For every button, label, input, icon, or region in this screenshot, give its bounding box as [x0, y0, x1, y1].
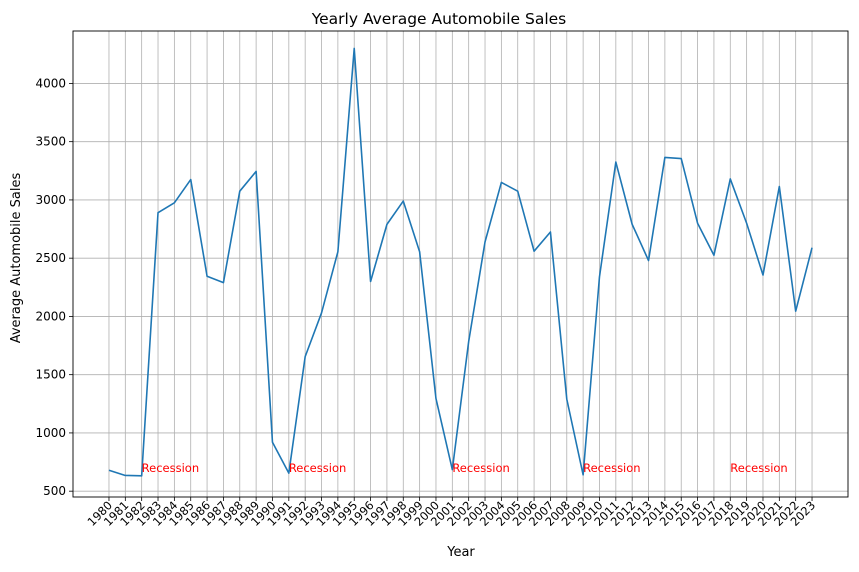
y-tick-label: 3000: [35, 193, 66, 207]
recession-annotation: Recession: [142, 461, 199, 475]
y-tick-label: 2000: [35, 309, 66, 323]
recession-annotation: Recession: [289, 461, 346, 475]
recession-annotation: Recession: [583, 461, 640, 475]
x-tick-labels: 1980198119821983198419851986198719881989…: [84, 498, 818, 529]
y-tick-label: 500: [43, 484, 66, 498]
series-layer: [108, 47, 813, 477]
chart-title: Yearly Average Automobile Sales: [311, 10, 567, 28]
axes: [69, 30, 849, 501]
recession-annotation: Recession: [730, 461, 787, 475]
y-tick-label: 4000: [35, 76, 66, 90]
y-tick-labels: 500 1000 1500 2000 2500 3000 3500 4000: [35, 76, 66, 498]
y-tick-label: 1000: [35, 426, 66, 440]
plot-frame: [72, 30, 849, 498]
y-tick-label: 2500: [35, 251, 66, 265]
y-tick-label: 3500: [35, 135, 66, 149]
y-axis-label: Average Automobile Sales: [9, 173, 24, 344]
x-axis-label: Year: [446, 545, 475, 560]
y-tick-label: 1500: [35, 368, 66, 382]
annotation-layer: Recession Recession Recession Recession Rece…: [142, 461, 788, 475]
series-line-0: [108, 47, 813, 477]
grid: [73, 31, 848, 497]
recession-annotation: Recession: [452, 461, 509, 475]
